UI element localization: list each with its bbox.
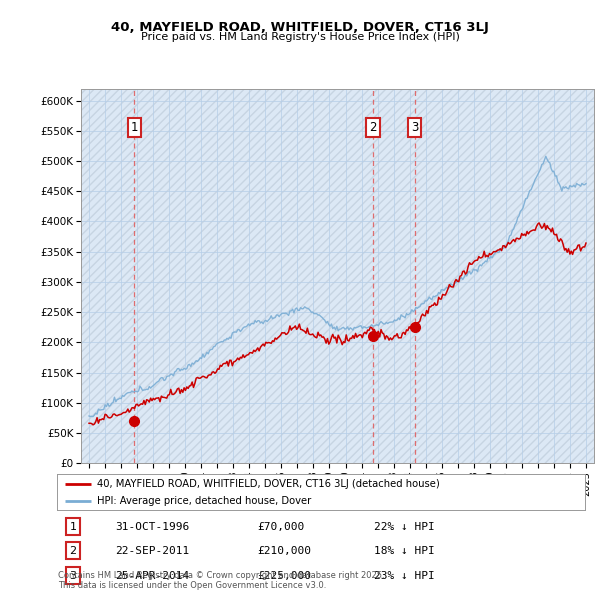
- Text: 22% ↓ HPI: 22% ↓ HPI: [374, 522, 434, 532]
- Text: £70,000: £70,000: [257, 522, 305, 532]
- Text: 2: 2: [69, 546, 76, 556]
- Text: Contains HM Land Registry data © Crown copyright and database right 2025.
This d: Contains HM Land Registry data © Crown c…: [58, 571, 385, 590]
- Text: 23% ↓ HPI: 23% ↓ HPI: [374, 571, 434, 581]
- Text: 40, MAYFIELD ROAD, WHITFIELD, DOVER, CT16 3LJ (detached house): 40, MAYFIELD ROAD, WHITFIELD, DOVER, CT1…: [97, 479, 439, 489]
- Text: 25-APR-2014: 25-APR-2014: [115, 571, 190, 581]
- Text: £210,000: £210,000: [257, 546, 311, 556]
- Text: 31-OCT-1996: 31-OCT-1996: [115, 522, 190, 532]
- Text: Price paid vs. HM Land Registry's House Price Index (HPI): Price paid vs. HM Land Registry's House …: [140, 32, 460, 42]
- Text: 22-SEP-2011: 22-SEP-2011: [115, 546, 190, 556]
- Text: £225,000: £225,000: [257, 571, 311, 581]
- Text: 2: 2: [370, 122, 377, 135]
- Text: 3: 3: [411, 122, 418, 135]
- Text: HPI: Average price, detached house, Dover: HPI: Average price, detached house, Dove…: [97, 496, 311, 506]
- Text: 40, MAYFIELD ROAD, WHITFIELD, DOVER, CT16 3LJ: 40, MAYFIELD ROAD, WHITFIELD, DOVER, CT1…: [111, 21, 489, 34]
- Text: 3: 3: [70, 571, 76, 581]
- Text: 18% ↓ HPI: 18% ↓ HPI: [374, 546, 434, 556]
- Text: 1: 1: [70, 522, 76, 532]
- Text: 1: 1: [131, 122, 138, 135]
